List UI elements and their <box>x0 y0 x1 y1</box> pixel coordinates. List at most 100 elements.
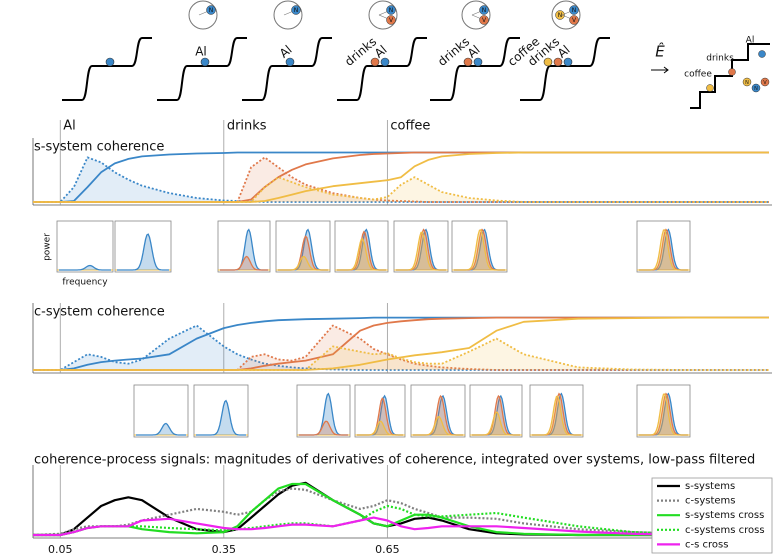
word-label: drinks <box>706 54 734 64</box>
system-circle <box>368 0 398 30</box>
spectrum-peak <box>639 393 688 436</box>
event-label: Al <box>63 119 76 134</box>
legend-label: s-systems <box>685 481 735 492</box>
x-tick-label: 0.65 <box>375 543 400 555</box>
spectrum-peak <box>472 411 520 436</box>
word-dot <box>758 50 766 58</box>
series-line <box>33 324 769 371</box>
system-circle <box>188 0 218 30</box>
spectrum-peak <box>196 399 246 436</box>
staircase <box>430 37 520 101</box>
legend-label: c-systems <box>685 496 735 507</box>
spectrum-peak <box>136 422 186 436</box>
spectrum-peak <box>337 238 386 271</box>
word-dot <box>380 57 390 67</box>
inset-box <box>217 220 271 273</box>
word-dot <box>473 57 483 67</box>
legend-box <box>651 477 773 554</box>
spectrum-peak <box>532 395 581 436</box>
node <box>760 77 770 87</box>
event-label: drinks <box>227 119 267 134</box>
inset-y-label: power <box>43 233 53 261</box>
spectrum-peak <box>278 255 328 271</box>
spectrum-peak <box>117 233 169 271</box>
word-dot <box>728 68 736 76</box>
word-label: coffee <box>684 70 712 80</box>
staircase <box>157 37 247 101</box>
inset-box <box>114 220 172 273</box>
x-tick-label: 0.35 <box>212 543 237 555</box>
staircase <box>520 37 610 101</box>
word-label: Al <box>195 45 207 59</box>
node <box>479 5 489 15</box>
node <box>569 5 579 15</box>
node-label: V <box>482 17 487 24</box>
node-label: V <box>389 17 394 24</box>
series-line <box>33 516 769 537</box>
node <box>386 5 396 15</box>
word-dot <box>105 57 115 67</box>
operator-arrow-head <box>663 66 669 74</box>
chart-title: c-system coherence <box>34 305 165 320</box>
word-dot <box>285 57 295 67</box>
inset-box <box>56 220 114 273</box>
system-circle <box>461 0 491 30</box>
node-label: N <box>389 7 394 14</box>
spectrum-peak <box>454 229 505 271</box>
spectrum-peak <box>299 420 348 436</box>
inset-box <box>334 220 389 273</box>
node-label: N <box>558 12 563 19</box>
legend-label: c-systems cross <box>685 525 765 536</box>
staircase <box>62 37 152 101</box>
word-dot <box>370 57 380 67</box>
node-label: N <box>572 7 577 14</box>
area-fill <box>33 338 769 370</box>
node <box>555 10 565 20</box>
node <box>742 77 752 87</box>
inset-box <box>451 220 508 273</box>
inset-box <box>529 384 584 438</box>
word-dot <box>706 84 714 92</box>
word-label: Al <box>746 36 755 46</box>
node <box>386 15 396 25</box>
node <box>569 15 579 25</box>
word-dot <box>200 57 210 67</box>
word-dot <box>543 57 553 67</box>
staircase <box>337 37 427 101</box>
node-label: N <box>745 80 749 86</box>
spectrum-peak <box>59 264 111 271</box>
chart-title: s-system coherence <box>34 140 164 155</box>
inset-box <box>410 384 466 438</box>
node-label: V <box>572 17 577 24</box>
inset-box <box>296 384 351 438</box>
inset-box <box>133 384 189 438</box>
node-label: N <box>482 7 487 14</box>
area-fill <box>33 325 769 370</box>
word-label: Al <box>277 43 295 61</box>
staircase <box>242 37 332 101</box>
spectrum-peak <box>639 229 688 271</box>
legend-label: c-s cross <box>685 539 728 550</box>
word-dot <box>463 57 473 67</box>
inset-x-label: frequency <box>62 278 108 288</box>
spectrum-peak <box>396 231 446 271</box>
spectrum-peak <box>220 255 268 271</box>
spectrum-peak <box>357 420 403 436</box>
inset-box <box>393 220 449 273</box>
inset-box <box>354 384 406 438</box>
node <box>479 15 489 25</box>
node <box>206 5 216 15</box>
series-line <box>33 337 769 371</box>
area-fill <box>33 177 769 202</box>
chart-title: coherence-process signals: magnitudes of… <box>34 453 755 468</box>
node-label: N <box>754 86 758 92</box>
system-circle <box>273 0 303 30</box>
node <box>291 5 301 15</box>
node <box>751 83 761 93</box>
node-label: N <box>294 7 299 14</box>
word-dot <box>553 57 563 67</box>
area-fill <box>33 325 769 370</box>
series-line <box>33 156 769 203</box>
inset-box <box>193 384 249 438</box>
